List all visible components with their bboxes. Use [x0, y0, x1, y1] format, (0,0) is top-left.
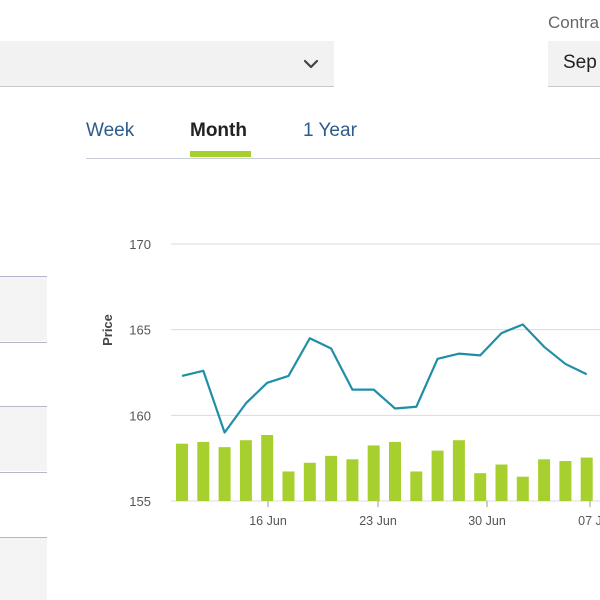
volume-bar: [282, 471, 295, 501]
active-tab-indicator: [190, 151, 251, 157]
x-tick-label: 23 Jun: [359, 514, 397, 528]
volume-bar: [559, 461, 572, 501]
volume-bar: [538, 459, 551, 501]
volume-bar: [410, 471, 423, 501]
product-dropdown[interactable]: [0, 41, 334, 87]
chevron-down-icon: [303, 59, 319, 69]
list-item[interactable]: [0, 407, 47, 471]
volume-bar: [452, 440, 465, 501]
x-tick-label: 30 Jun: [468, 514, 506, 528]
list-divider: [0, 276, 47, 277]
volume-bar: [176, 443, 188, 501]
volume-bar: [325, 455, 338, 501]
contract-dropdown[interactable]: Sep: [548, 41, 600, 87]
volume-bar: [580, 457, 593, 501]
volume-bar: [495, 464, 508, 501]
volume-bar: [474, 473, 487, 501]
list-item[interactable]: [0, 277, 47, 341]
volume-bar: [431, 450, 444, 501]
tab-week[interactable]: Week: [86, 120, 135, 141]
volume-bar: [346, 459, 359, 501]
period-tabs: Week Month 1 Year: [86, 108, 600, 159]
volume-bar: [516, 476, 529, 501]
list-divider: [0, 537, 47, 538]
tab-1-year[interactable]: 1 Year: [303, 120, 357, 141]
volume-bar: [239, 440, 252, 501]
x-tick-label: 07 J: [578, 514, 600, 528]
list-item[interactable]: [0, 538, 47, 600]
volume-bar: [389, 441, 401, 501]
y-tick-label: 170: [129, 237, 151, 252]
volume-bar: [197, 441, 210, 501]
price-line: [181, 323, 588, 434]
contract-dropdown-value: Sep: [563, 52, 597, 73]
y-axis-label: Price: [100, 314, 115, 346]
tab-month[interactable]: Month: [190, 120, 247, 141]
x-tick-label: 16 Jun: [249, 514, 287, 528]
volume-bar: [218, 447, 231, 501]
list-divider: [0, 472, 47, 473]
contract-label: Contra: [548, 13, 600, 32]
list-divider: [0, 342, 47, 343]
volume-bar: [303, 462, 316, 501]
volume-bar: [261, 435, 274, 501]
volume-bar: [367, 445, 380, 501]
y-tick-label: 155: [129, 494, 151, 509]
y-tick-label: 165: [129, 323, 151, 338]
list-divider: [0, 406, 47, 407]
y-tick-label: 160: [129, 408, 151, 423]
